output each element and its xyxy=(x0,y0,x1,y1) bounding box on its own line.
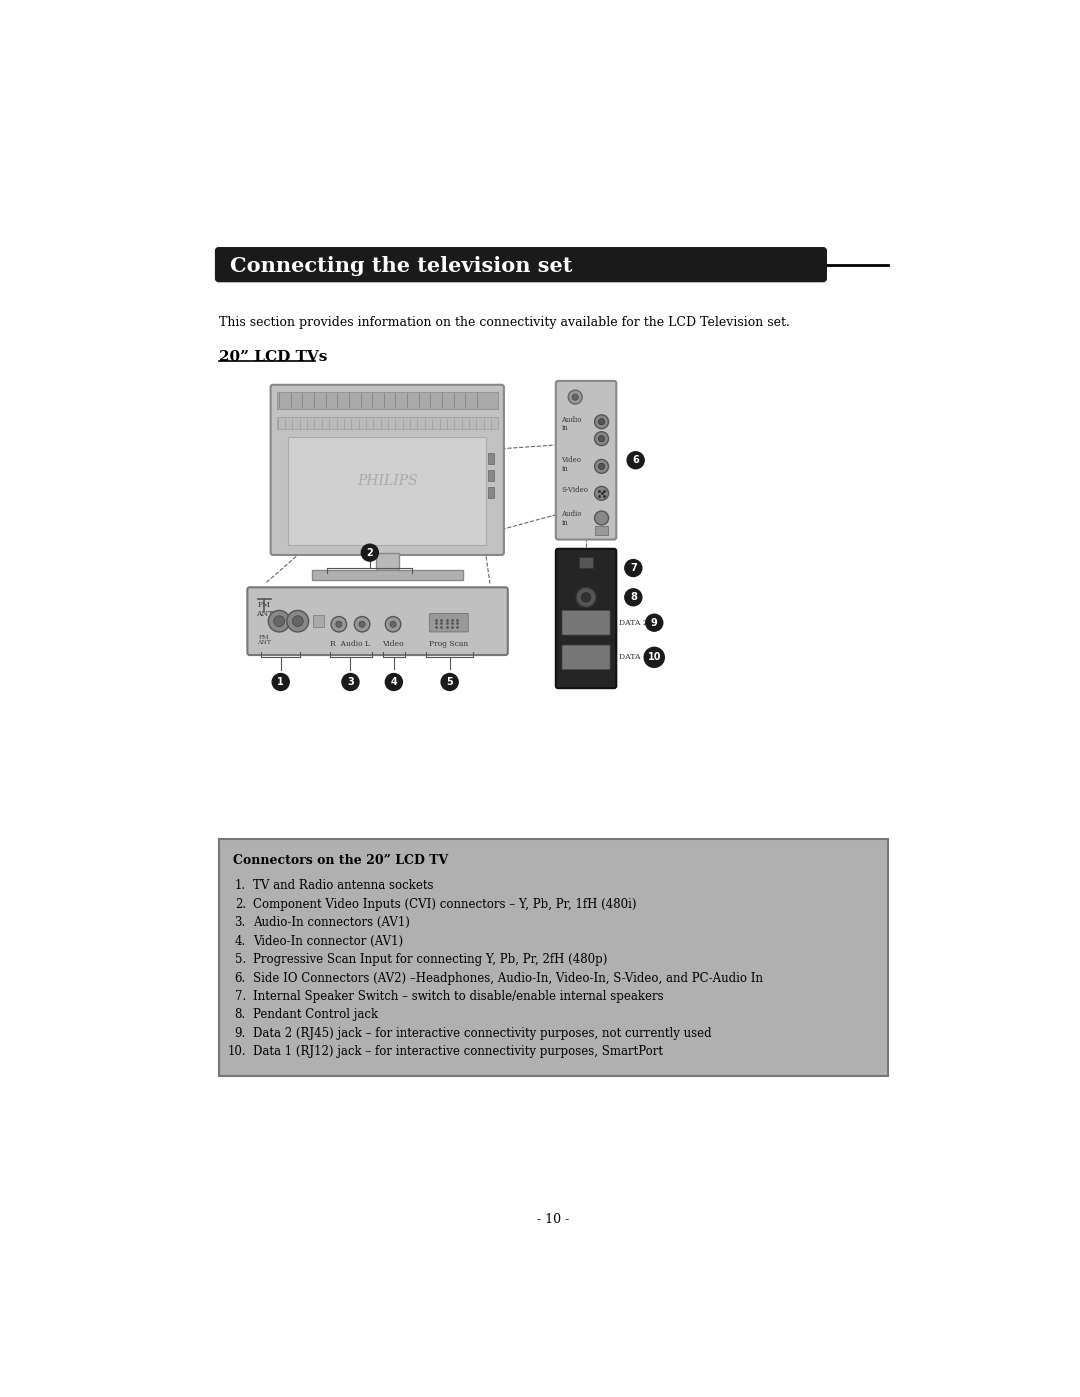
Text: 3.: 3. xyxy=(234,916,246,929)
Text: DATA 1: DATA 1 xyxy=(619,654,647,661)
Text: 2.: 2. xyxy=(234,898,246,911)
Text: 1: 1 xyxy=(278,678,284,687)
Circle shape xyxy=(625,560,642,577)
Circle shape xyxy=(386,673,403,690)
Text: Audio
in: Audio in xyxy=(562,415,582,432)
Circle shape xyxy=(336,622,342,627)
Text: S-Video: S-Video xyxy=(562,486,589,493)
Circle shape xyxy=(595,415,608,429)
Bar xyxy=(488,471,494,481)
Circle shape xyxy=(386,616,401,631)
Text: Component Video Inputs (CVI) connectors – Y, Pb, Pr, 1fH (480i): Component Video Inputs (CVI) connectors … xyxy=(253,898,636,911)
Text: Video: Video xyxy=(382,640,404,648)
Circle shape xyxy=(268,610,291,631)
Bar xyxy=(579,557,593,569)
Circle shape xyxy=(568,390,582,404)
Circle shape xyxy=(354,616,369,631)
Circle shape xyxy=(598,436,605,441)
Text: 2: 2 xyxy=(366,548,374,557)
Bar xyxy=(313,615,324,627)
Text: - 10 -: - 10 - xyxy=(538,1214,569,1227)
Text: 4.: 4. xyxy=(234,935,246,947)
Circle shape xyxy=(332,616,347,631)
Text: 10: 10 xyxy=(648,652,661,662)
Circle shape xyxy=(287,610,309,631)
FancyBboxPatch shape xyxy=(556,549,617,689)
Bar xyxy=(488,453,494,464)
Circle shape xyxy=(646,615,663,631)
Circle shape xyxy=(342,673,359,690)
Circle shape xyxy=(390,622,396,627)
Text: 9.: 9. xyxy=(234,1027,246,1039)
Text: Progressive Scan Input for connecting Y, Pb, Pr, 2fH (480p): Progressive Scan Input for connecting Y,… xyxy=(253,953,607,967)
FancyBboxPatch shape xyxy=(271,384,504,555)
Circle shape xyxy=(273,616,284,627)
Text: 9: 9 xyxy=(651,617,658,627)
Bar xyxy=(488,488,494,497)
Circle shape xyxy=(595,460,608,474)
Circle shape xyxy=(359,622,365,627)
Text: 5: 5 xyxy=(446,678,453,687)
Text: Video
in: Video in xyxy=(562,457,581,474)
Circle shape xyxy=(595,432,608,446)
FancyBboxPatch shape xyxy=(430,613,469,631)
Text: Internal Speaker Switch – switch to disable/enable internal speakers: Internal Speaker Switch – switch to disa… xyxy=(253,990,663,1003)
Circle shape xyxy=(625,588,642,606)
Text: PHILIPS: PHILIPS xyxy=(357,475,418,489)
Bar xyxy=(595,525,608,535)
Text: R  Audio L: R Audio L xyxy=(330,640,370,648)
Circle shape xyxy=(581,592,591,602)
Text: 20” LCD TVs: 20” LCD TVs xyxy=(218,351,327,365)
Text: FM
ANT: FM ANT xyxy=(257,634,271,645)
Circle shape xyxy=(598,464,605,469)
FancyBboxPatch shape xyxy=(562,610,610,636)
Circle shape xyxy=(572,394,578,400)
Text: 1.: 1. xyxy=(234,879,246,893)
Text: 7: 7 xyxy=(630,563,637,573)
Bar xyxy=(276,418,498,429)
Text: Audio
in: Audio in xyxy=(562,510,582,527)
Text: Pendant Control jack: Pendant Control jack xyxy=(253,1009,378,1021)
FancyBboxPatch shape xyxy=(218,840,889,1076)
Bar xyxy=(276,391,498,409)
Circle shape xyxy=(441,673,458,690)
FancyBboxPatch shape xyxy=(556,381,617,539)
Text: Side IO Connectors (AV2) –Headphones, Audio-In, Video-In, S-Video, and PC-Audio : Side IO Connectors (AV2) –Headphones, Au… xyxy=(253,971,762,985)
FancyBboxPatch shape xyxy=(216,247,826,282)
Circle shape xyxy=(595,511,608,525)
Circle shape xyxy=(293,616,303,627)
Bar xyxy=(376,553,399,570)
Circle shape xyxy=(362,545,378,562)
Bar xyxy=(288,437,486,545)
Text: 8.: 8. xyxy=(234,1009,246,1021)
Text: 6.: 6. xyxy=(234,971,246,985)
FancyBboxPatch shape xyxy=(562,645,610,669)
Text: This section provides information on the connectivity available for the LCD Tele: This section provides information on the… xyxy=(218,316,789,330)
Text: Audio-In connectors (AV1): Audio-In connectors (AV1) xyxy=(253,916,409,929)
Text: 3: 3 xyxy=(347,678,354,687)
Text: 5.: 5. xyxy=(234,953,246,967)
Text: 7.: 7. xyxy=(234,990,246,1003)
Text: 10.: 10. xyxy=(227,1045,246,1059)
Text: FM
ANT: FM ANT xyxy=(256,601,273,619)
Text: TV and Radio antenna sockets: TV and Radio antenna sockets xyxy=(253,879,433,893)
Text: Video-In connector (AV1): Video-In connector (AV1) xyxy=(253,935,403,947)
Text: Connecting the television set: Connecting the television set xyxy=(230,256,572,277)
Bar xyxy=(312,570,463,580)
Text: Connectors on the 20” LCD TV: Connectors on the 20” LCD TV xyxy=(232,855,448,868)
FancyBboxPatch shape xyxy=(247,587,508,655)
Circle shape xyxy=(627,451,644,469)
Circle shape xyxy=(598,419,605,425)
Text: Data 2 (RJ45) jack – for interactive connectivity purposes, not currently used: Data 2 (RJ45) jack – for interactive con… xyxy=(253,1027,712,1039)
Text: Data 1 (RJ12) jack – for interactive connectivity purposes, SmartPort: Data 1 (RJ12) jack – for interactive con… xyxy=(253,1045,663,1059)
Text: Prog Scan: Prog Scan xyxy=(429,640,469,648)
Circle shape xyxy=(595,486,608,500)
Circle shape xyxy=(272,673,289,690)
Circle shape xyxy=(644,647,664,668)
Text: 4: 4 xyxy=(391,678,397,687)
Text: 8: 8 xyxy=(630,592,637,602)
Circle shape xyxy=(576,587,596,608)
Text: 6: 6 xyxy=(632,455,639,465)
Text: DATA 2: DATA 2 xyxy=(619,619,647,627)
